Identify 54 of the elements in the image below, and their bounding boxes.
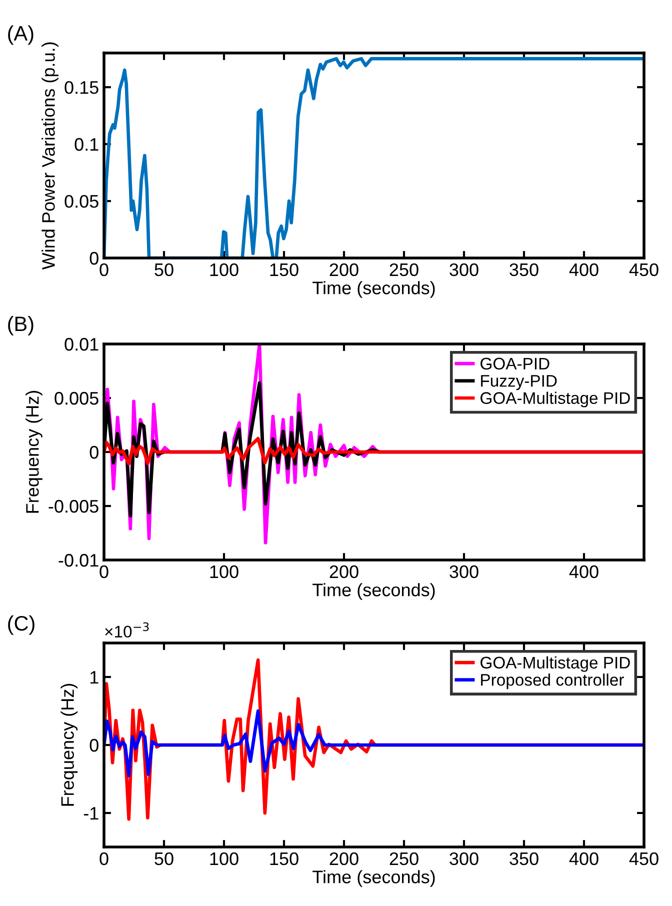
x-tick-label: 400 [569,852,598,866]
y-tick-label: 0 [90,252,98,265]
x-tick-label: 0 [100,852,108,866]
chart-title: (B) [8,316,34,336]
y-tick-label: 0.15 [64,81,98,94]
y-axis-title: Frequency (Hz) [60,684,78,806]
x-tick-label: 300 [450,565,478,578]
x-tick-label: 400 [569,263,598,276]
y-tick-label: 0 [90,446,98,459]
y-axis-title: Wind Power Variations (p.u.) [42,42,58,270]
legend-label: GOA-PID [480,358,550,370]
x-tick-label: 200 [330,565,358,578]
x-axis-title: Time (seconds) [312,281,435,298]
x-tick-label: 0 [100,565,108,578]
line-series [104,709,644,778]
legend-label: Proposed controller [481,674,624,690]
y-tick-label: 0.01 [64,338,98,351]
x-tick-label: 100 [210,852,238,866]
y-tick-label: 0.05 [64,194,98,208]
y-tick-label: 0 [90,738,98,752]
y-tick-label: 0.005 [54,392,98,405]
y-tick-label: -1 [84,807,98,820]
y-tick-label: 0.1 [74,138,98,151]
chart-title: (A) [8,25,34,45]
line-series [104,436,644,466]
x-axis-title: Time (seconds) [312,870,435,887]
x-tick-label: 350 [510,852,538,866]
x-tick-label: 400 [569,565,598,578]
x-tick-label: 50 [154,852,174,866]
x-tick-label: 150 [270,263,298,276]
x-axis-title: Time (seconds) [312,583,435,600]
chart-title: (C) [8,615,34,635]
y-tick-label: 1 [90,671,98,684]
x-tick-label: 100 [210,263,238,276]
x-tick-label: 100 [210,565,238,578]
x-tick-label: 250 [390,263,418,276]
legend-label: Fuzzy-PID [481,375,557,390]
x-tick-label: 0 [100,263,108,276]
y-tick-label: -0.005 [48,500,98,513]
x-tick-label: 200 [330,852,358,866]
legend-label: GOA-Multistage PID [480,656,630,672]
legend-label: GOA-Multistage PID [480,392,630,408]
y-tick-label: -0.01 [58,554,98,567]
x-tick-label: 450 [629,852,658,866]
x-tick-label: 50 [154,263,174,276]
x-tick-label: 250 [390,852,418,866]
x-tick-label: 200 [330,263,358,276]
x-tick-label: 350 [510,263,538,276]
text: ×10$^{−3}$ [105,622,149,638]
x-tick-label: 300 [450,263,478,276]
x-tick-label: 150 [270,852,298,866]
y-axis-title: Frequency (Hz) [26,390,42,513]
x-tick-label: 300 [450,852,478,866]
x-tick-label: 450 [629,263,658,276]
